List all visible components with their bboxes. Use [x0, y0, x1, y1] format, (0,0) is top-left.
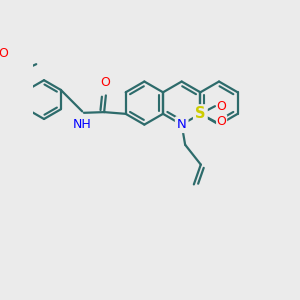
Text: O: O [100, 76, 110, 89]
Text: S: S [195, 106, 206, 121]
Text: O: O [0, 47, 8, 60]
Text: NH: NH [73, 118, 92, 131]
Text: O: O [217, 115, 226, 128]
Text: N: N [177, 118, 187, 131]
Text: O: O [217, 100, 226, 113]
